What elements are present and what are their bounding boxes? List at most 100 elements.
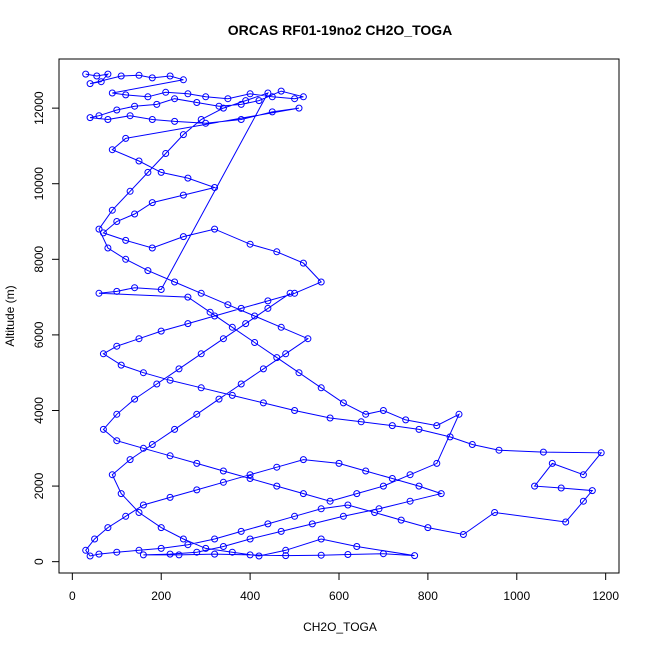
data-point <box>379 550 387 558</box>
data-point <box>171 95 179 103</box>
x-tick-label: 1200 <box>592 589 619 603</box>
data-point <box>446 433 454 441</box>
data-point <box>82 70 90 78</box>
data-point <box>157 544 165 552</box>
data-point <box>335 459 343 467</box>
data-point <box>415 482 423 490</box>
data-point <box>379 482 387 490</box>
data-point <box>597 449 605 457</box>
data-point <box>415 425 423 433</box>
data-point <box>153 380 161 388</box>
plot-area <box>82 70 605 560</box>
data-point <box>104 244 112 252</box>
data-point <box>251 312 259 320</box>
data-point <box>219 467 227 475</box>
data-point <box>95 112 103 120</box>
data-point <box>95 225 103 233</box>
data-point <box>406 471 414 479</box>
data-point <box>82 546 90 554</box>
data-point <box>162 150 170 157</box>
data-point <box>139 369 147 377</box>
data-point <box>344 501 352 509</box>
data-point <box>273 248 281 256</box>
data-point <box>237 304 245 312</box>
data-point <box>193 410 201 418</box>
data-point <box>388 422 396 430</box>
data-point <box>193 548 201 556</box>
data-point <box>531 482 539 490</box>
data-point <box>317 535 325 543</box>
data-point <box>122 255 130 263</box>
data-point <box>211 550 219 558</box>
x-tick-label: 1000 <box>503 589 530 603</box>
chart-title: ORCAS RF01-19no2 CH2O_TOGA <box>228 22 453 38</box>
data-point <box>193 486 201 494</box>
data-point <box>197 116 205 123</box>
data-point <box>299 259 307 267</box>
data-point <box>179 131 187 139</box>
data-point <box>113 218 121 225</box>
data-point <box>139 551 147 559</box>
y-tick-label: 6000 <box>32 321 46 348</box>
data-point <box>184 174 192 182</box>
data-point <box>122 134 130 142</box>
data-point <box>379 407 387 414</box>
data-point <box>291 407 299 414</box>
data-point <box>219 104 227 112</box>
data-point <box>179 233 187 241</box>
data-point <box>326 414 334 422</box>
data-point <box>588 487 596 495</box>
data-point <box>468 441 476 448</box>
data-point <box>211 225 219 233</box>
data-point <box>113 342 121 350</box>
data-point <box>99 350 107 358</box>
data-point <box>308 520 316 528</box>
data-point <box>264 304 272 312</box>
data-point <box>135 157 143 165</box>
data-point <box>122 512 130 520</box>
data-point <box>411 552 419 560</box>
data-point <box>179 76 187 84</box>
data-point <box>259 399 267 407</box>
data-point <box>228 548 236 556</box>
data-point <box>104 524 112 532</box>
data-point <box>126 112 134 120</box>
data-point <box>317 384 325 392</box>
data-point <box>153 100 161 108</box>
data-point <box>371 509 379 516</box>
data-point <box>242 97 250 105</box>
data-point <box>171 278 179 286</box>
data-point <box>197 350 205 358</box>
data-point <box>424 524 432 532</box>
y-tick-label: 12000 <box>32 91 46 125</box>
data-point <box>317 505 325 513</box>
data-point <box>211 184 219 191</box>
data-point <box>237 380 245 388</box>
data-point <box>97 78 105 86</box>
data-point <box>162 88 170 96</box>
data-point <box>131 284 139 292</box>
data-point <box>224 301 232 309</box>
data-point <box>211 535 219 543</box>
data-point <box>135 509 143 516</box>
data-point <box>353 543 361 550</box>
data-point <box>246 90 254 98</box>
data-point <box>495 446 503 454</box>
data-point <box>264 89 272 97</box>
data-point <box>339 512 347 520</box>
data-point <box>148 116 156 123</box>
data-point <box>579 471 587 479</box>
data-point <box>326 497 334 505</box>
data-point <box>86 552 94 560</box>
data-point <box>491 509 499 516</box>
data-point <box>157 524 165 532</box>
data-point <box>193 99 201 106</box>
data-point <box>459 531 467 538</box>
data-point <box>224 95 232 103</box>
y-tick-label: 2000 <box>32 472 46 499</box>
data-point <box>259 365 267 373</box>
data-point <box>433 422 441 430</box>
data-point <box>144 267 152 275</box>
data-point <box>139 501 147 509</box>
data-point <box>113 287 121 295</box>
